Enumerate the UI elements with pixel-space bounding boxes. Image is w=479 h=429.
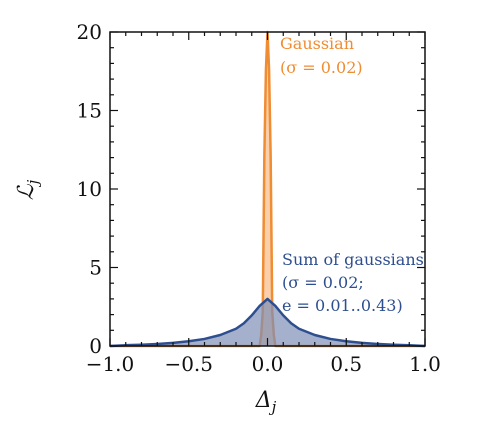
x-tick-label: 0.0 [252, 352, 284, 376]
annotation-sum: Sum of gaussians (σ = 0.02; e = 0.01..0.… [282, 250, 424, 315]
axes: −1.0 −0.5 0.0 0.5 1.0 0 5 10 15 20 [77, 20, 441, 376]
x-axis-label: Δj [255, 388, 277, 416]
y-tick-label: 0 [89, 334, 102, 358]
x-tick-label: −1.0 [86, 352, 135, 376]
annotation-gaussian-line2: (σ = 0.02) [280, 58, 363, 77]
y-tick-label: 15 [77, 99, 102, 123]
y-tick-label: 20 [77, 20, 102, 44]
annotation-gaussian: Gaussian (σ = 0.02) [280, 34, 363, 77]
series-area-1 [110, 298, 425, 346]
annotation-sum-line1: Sum of gaussians [282, 250, 424, 269]
x-tick-label: 0.5 [330, 352, 362, 376]
y-tick-label: 10 [77, 177, 102, 201]
annotation-sum-line2: (σ = 0.02; [282, 273, 364, 292]
y-tick-label: 5 [89, 256, 102, 280]
x-tick-label: 1.0 [409, 352, 441, 376]
series-area-0 [110, 32, 425, 346]
x-tick-label: −0.5 [164, 352, 213, 376]
y-axis-label: ℒj [14, 179, 42, 200]
annotation-gaussian-line1: Gaussian [280, 34, 354, 53]
annotation-sum-line3: e = 0.01..0.43) [282, 296, 403, 315]
